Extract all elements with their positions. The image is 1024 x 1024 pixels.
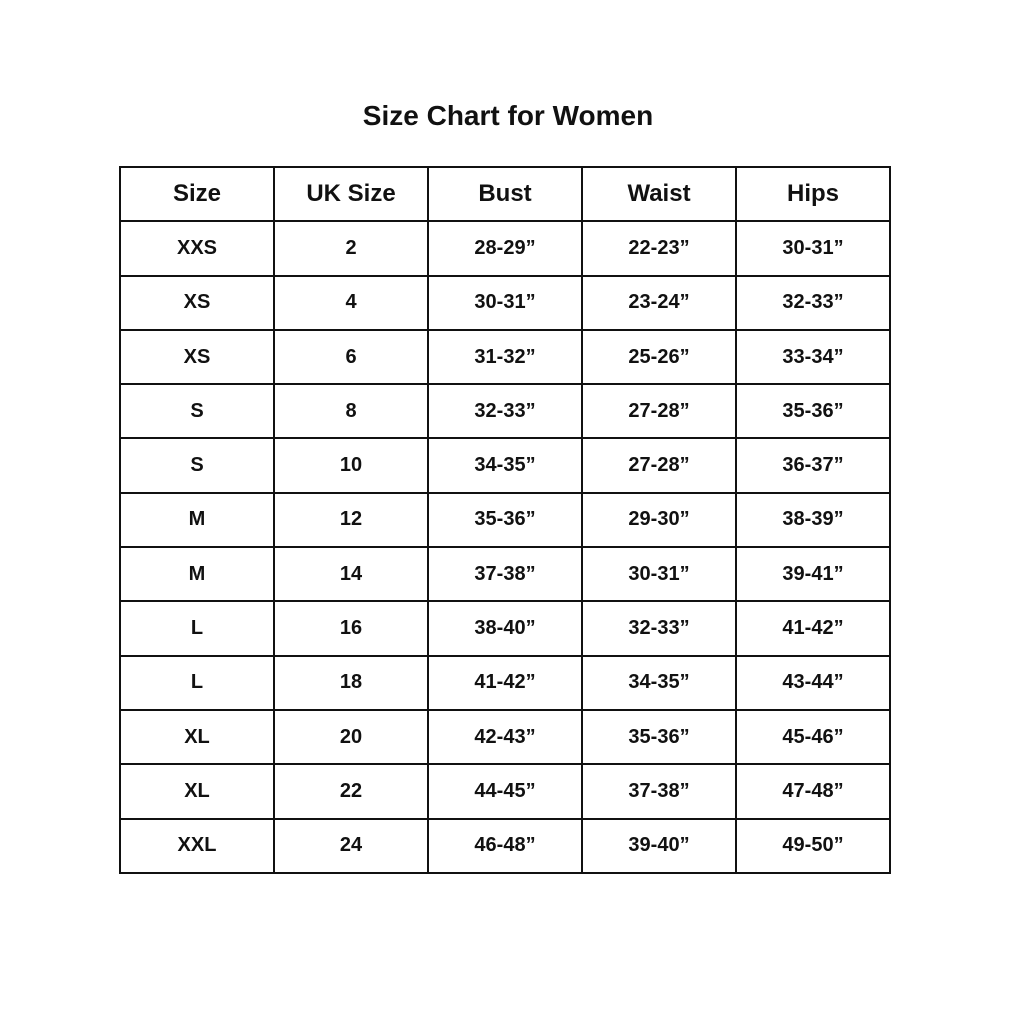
- table-cell: 18: [273, 654, 429, 711]
- table-row: XL 22 44-45” 37-38” 47-48”: [119, 763, 891, 820]
- table-cell: 49-50”: [735, 817, 891, 874]
- table-cell: 4: [273, 274, 429, 331]
- table-cell: 35-36”: [735, 383, 891, 440]
- table-cell: 32-33”: [581, 600, 737, 657]
- table-cell: 34-35”: [427, 437, 583, 494]
- table-cell: 37-38”: [427, 546, 583, 603]
- table-cell: XL: [119, 763, 275, 820]
- table-cell: 41-42”: [427, 654, 583, 711]
- table-cell: 39-40”: [581, 817, 737, 874]
- table-cell: 22: [273, 763, 429, 820]
- table-cell: 44-45”: [427, 763, 583, 820]
- column-header: UK Size: [273, 165, 429, 223]
- table-cell: 8: [273, 383, 429, 440]
- table-row: M 14 37-38” 30-31” 39-41”: [119, 546, 891, 603]
- table-cell: M: [119, 546, 275, 603]
- table-row: L 18 41-42” 34-35” 43-44”: [119, 654, 891, 711]
- table-cell: L: [119, 600, 275, 657]
- table-cell: M: [119, 491, 275, 549]
- table-cell: 35-36”: [581, 708, 737, 766]
- table-row: XS 4 30-31” 23-24” 32-33”: [119, 274, 891, 331]
- table-cell: S: [119, 437, 275, 494]
- table-cell: 2: [273, 220, 429, 277]
- table-cell: 38-40”: [427, 600, 583, 657]
- table-cell: 20: [273, 708, 429, 766]
- table-cell: XL: [119, 708, 275, 766]
- table-cell: XXS: [119, 220, 275, 277]
- table-cell: 47-48”: [735, 763, 891, 820]
- table-cell: 38-39”: [735, 491, 891, 549]
- table-cell: 36-37”: [735, 437, 891, 494]
- table-cell: 14: [273, 546, 429, 603]
- table-cell: L: [119, 654, 275, 711]
- table-cell: 45-46”: [735, 708, 891, 766]
- table-cell: 28-29”: [427, 220, 583, 277]
- table-cell: 33-34”: [735, 328, 891, 386]
- table-cell: XS: [119, 274, 275, 331]
- table-row: S 10 34-35” 27-28” 36-37”: [119, 437, 891, 494]
- table-cell: 12: [273, 491, 429, 549]
- table-cell: XXL: [119, 817, 275, 874]
- table-cell: 24: [273, 817, 429, 874]
- table-cell: 46-48”: [427, 817, 583, 874]
- table-cell: 31-32”: [427, 328, 583, 386]
- table-row: XXL 24 46-48” 39-40” 49-50”: [119, 817, 891, 874]
- table-row: S 8 32-33” 27-28” 35-36”: [119, 383, 891, 440]
- table-cell: 16: [273, 600, 429, 657]
- table-cell: 29-30”: [581, 491, 737, 549]
- table-cell: 10: [273, 437, 429, 494]
- table-cell: 27-28”: [581, 437, 737, 494]
- table-cell: 6: [273, 328, 429, 386]
- table-cell: 39-41”: [735, 546, 891, 603]
- table-cell: 30-31”: [735, 220, 891, 277]
- table-row: XS 6 31-32” 25-26” 33-34”: [119, 328, 891, 386]
- table-cell: 43-44”: [735, 654, 891, 711]
- table-cell: 42-43”: [427, 708, 583, 766]
- table-cell: 22-23”: [581, 220, 737, 277]
- column-header: Hips: [735, 165, 891, 223]
- table-cell: 34-35”: [581, 654, 737, 711]
- page-title: Size Chart for Women: [362, 100, 654, 131]
- table-row: XL 20 42-43” 35-36” 45-46”: [119, 708, 891, 766]
- column-header: Bust: [427, 165, 583, 223]
- header-row: Size UK Size Bust Waist Hips: [119, 165, 891, 223]
- table-row: XXS 2 28-29” 22-23” 30-31”: [119, 220, 891, 277]
- table-cell: 41-42”: [735, 600, 891, 657]
- column-header: Size: [119, 165, 275, 223]
- table-cell: 32-33”: [735, 274, 891, 331]
- table-cell: 35-36”: [427, 491, 583, 549]
- table-cell: XS: [119, 328, 275, 386]
- table-row: M 12 35-36” 29-30” 38-39”: [119, 491, 891, 549]
- table-row: L 16 38-40” 32-33” 41-42”: [119, 600, 891, 657]
- table-cell: 25-26”: [581, 328, 737, 386]
- size-chart-table: Size UK Size Bust Waist Hips XXS 2 28-29” 22-23…: [119, 165, 891, 874]
- column-header: Waist: [581, 165, 737, 223]
- table-cell: 27-28”: [581, 383, 737, 440]
- table-cell: 30-31”: [581, 546, 737, 603]
- table-cell: 30-31”: [427, 274, 583, 331]
- table-cell: S: [119, 383, 275, 440]
- table-cell: 32-33”: [427, 383, 583, 440]
- table-cell: 23-24”: [581, 274, 737, 331]
- table-cell: 37-38”: [581, 763, 737, 820]
